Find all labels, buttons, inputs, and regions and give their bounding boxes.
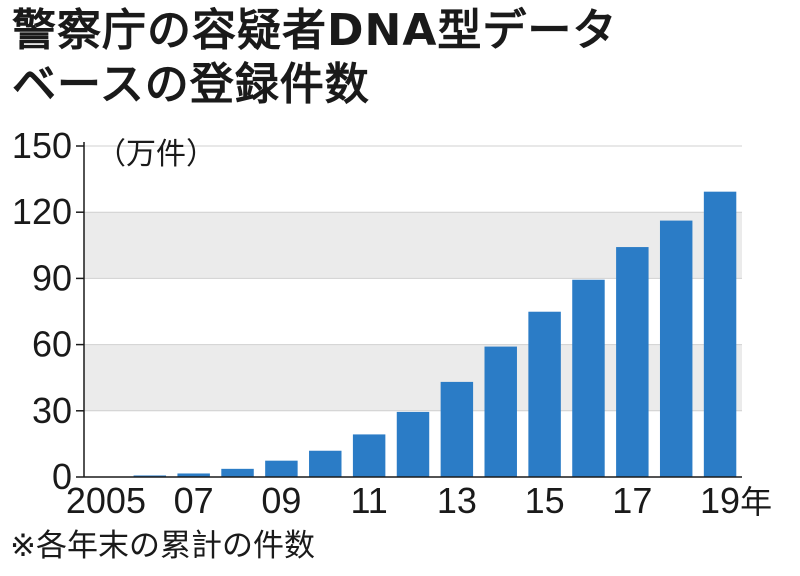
y-tick-label-4: 120 bbox=[12, 191, 72, 232]
x-axis: 2005 07 09 11 13 15 17 19 年 bbox=[66, 476, 772, 521]
x-tick-label-12: 17 bbox=[612, 480, 652, 521]
x-tick-label-2: 07 bbox=[174, 480, 214, 521]
bar-17 bbox=[616, 247, 649, 477]
y-axis: 0 30 60 90 120 150 bbox=[12, 125, 85, 497]
y-tick-label-3: 90 bbox=[32, 257, 72, 298]
x-tick-label-8: 13 bbox=[437, 480, 477, 521]
bar-19 bbox=[703, 191, 737, 478]
bar-10 bbox=[309, 450, 342, 477]
chart-title: 警察庁の容疑者DNA型データ ベースの登録件数 bbox=[12, 4, 792, 112]
bar-16 bbox=[572, 279, 605, 477]
bar-14 bbox=[484, 346, 517, 477]
footnote: ※各年末の累計の件数 bbox=[10, 528, 315, 564]
unit-label: （万件） bbox=[96, 138, 216, 171]
chart-title-line-2: ベースの登録件数 bbox=[12, 59, 370, 110]
x-unit-suffix: 年 bbox=[740, 484, 772, 520]
bar-08 bbox=[221, 468, 254, 477]
x-tick-label-10: 15 bbox=[525, 480, 565, 521]
bar-09 bbox=[265, 460, 298, 477]
x-tick-label-4: 09 bbox=[261, 480, 301, 521]
x-tick-label-14: 19 bbox=[700, 480, 740, 521]
bars bbox=[89, 191, 737, 478]
bar-12 bbox=[396, 411, 430, 477]
bar-11 bbox=[352, 434, 386, 477]
bar-15 bbox=[528, 311, 561, 477]
y-tick-label-1: 30 bbox=[32, 390, 72, 431]
bar-07 bbox=[177, 473, 210, 477]
y-tick-label-2: 60 bbox=[32, 324, 72, 365]
x-tick-label-6: 11 bbox=[350, 480, 387, 521]
x-tick-label-0: 2005 bbox=[66, 480, 146, 521]
bar-13 bbox=[440, 381, 474, 477]
y-tick-label-0: 0 bbox=[52, 456, 72, 497]
bar-06 bbox=[133, 475, 167, 477]
bar-18 bbox=[659, 220, 693, 477]
chart-title-line-1: 警察庁の容疑者DNA型データ bbox=[12, 5, 618, 56]
y-tick-label-5: 150 bbox=[12, 125, 72, 166]
